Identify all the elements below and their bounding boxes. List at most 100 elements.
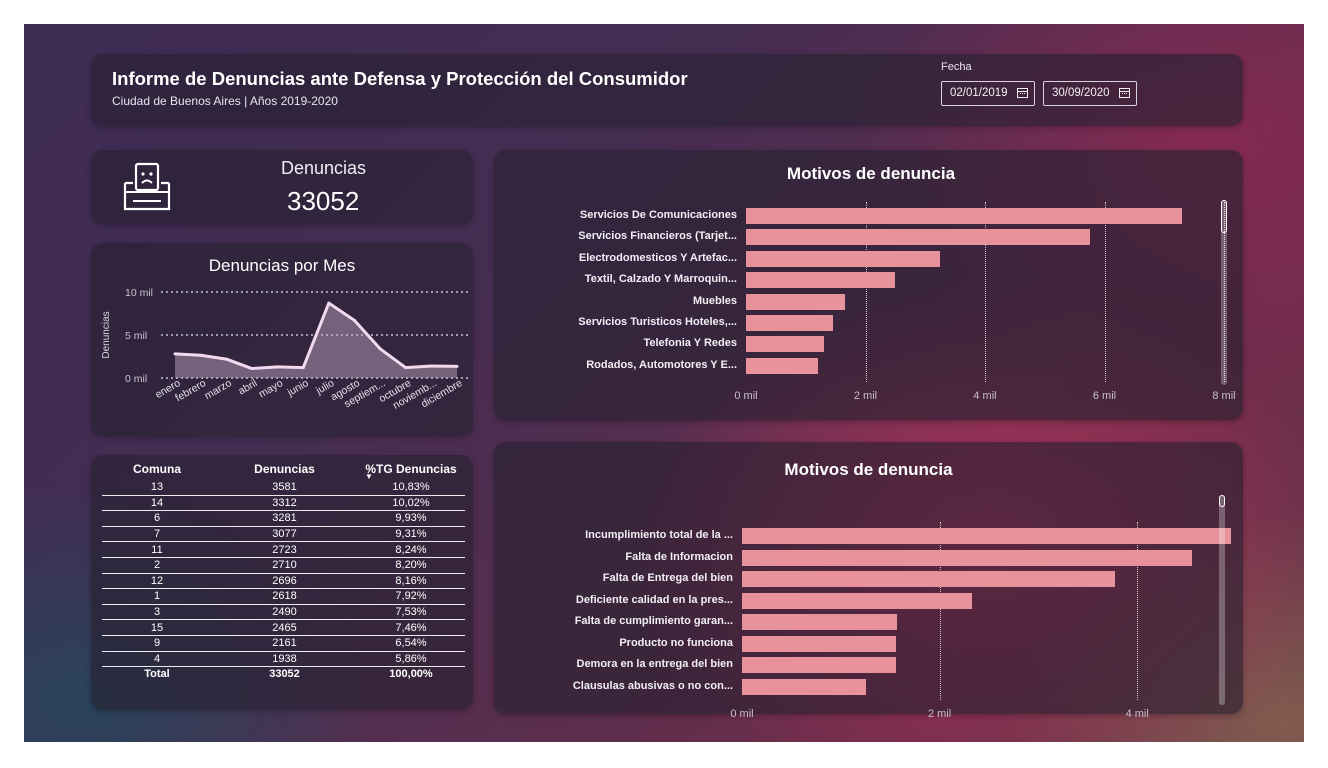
monthly-chart-panel: Denuncias por Mes Denuncias 10 mil 5 mil 0 … xyxy=(91,243,473,436)
motivos-1-bar[interactable] xyxy=(746,336,824,353)
date-end-input[interactable]: 30/09/2020 xyxy=(1043,81,1137,106)
cell-comuna: 11 xyxy=(102,541,212,558)
x-tick-label: junio xyxy=(285,377,311,399)
table-row[interactable]: 2 2710 8,20% xyxy=(102,557,465,574)
motivos-2-gridline xyxy=(939,522,941,700)
cell-comuna: 9 xyxy=(102,635,212,652)
motivos-chart-1-scroll-thumb[interactable] xyxy=(1221,200,1227,233)
motivos-chart-2-scrollbar[interactable] xyxy=(1219,495,1225,705)
monthly-point[interactable] xyxy=(378,347,382,351)
motivos-chart-1-panel: Motivos de denuncia 0 mil 2 mil 4 mil 6 mil… xyxy=(494,150,1243,420)
motivos-1-bar[interactable] xyxy=(746,208,1183,224)
date-end-value: 30/09/2020 xyxy=(1052,87,1110,99)
motivos-chart-1-scrollbar[interactable] xyxy=(1221,200,1227,385)
date-filter-label: Fecha xyxy=(941,61,972,73)
table-row[interactable]: 13 3581 10,83% xyxy=(102,480,465,496)
motivos-1-bar[interactable] xyxy=(746,293,845,310)
table-row[interactable]: 11 2723 8,24% xyxy=(102,541,465,558)
table-row[interactable]: 4 1938 5,86% xyxy=(102,651,465,668)
y-axis-label: Denuncias xyxy=(101,311,112,358)
motivos-2-bar[interactable] xyxy=(742,678,866,695)
motivos-1-x-tick-label: 4 mil xyxy=(973,390,997,402)
ballot-box-sad-icon xyxy=(123,162,171,211)
monthly-point[interactable] xyxy=(224,357,228,361)
motivos-2-category-label: Falta de cumplimiento garan... xyxy=(574,615,733,627)
motivos-2-bar[interactable] xyxy=(742,528,1232,544)
motivos-2-bar[interactable] xyxy=(742,657,897,673)
cell-porcentaje: 8,20% xyxy=(357,557,465,574)
sort-descending-icon[interactable]: ▼ xyxy=(365,472,373,481)
comuna-table-panel: Comuna Denuncias %TG Denuncias ▼ 13 3581 1… xyxy=(91,455,473,710)
motivos-chart-2-scroll-thumb[interactable] xyxy=(1219,495,1225,507)
monthly-point[interactable] xyxy=(404,366,408,370)
monthly-point[interactable] xyxy=(250,367,254,371)
cell-porcentaje: 5,86% xyxy=(357,651,465,668)
cell-denuncias: 3077 xyxy=(212,526,357,543)
motivos-2-bar[interactable] xyxy=(742,635,897,652)
cell-denuncias: 2465 xyxy=(212,619,357,636)
motivos-1-category-label: Servicios Turisticos Hoteles,... xyxy=(578,316,737,328)
motivos-1-bar[interactable] xyxy=(746,272,896,289)
cell-porcentaje: 7,92% xyxy=(357,588,465,605)
motivos-2-bar[interactable] xyxy=(742,592,973,609)
table-row[interactable]: 12 2696 8,16% xyxy=(102,573,465,590)
cell-porcentaje: 7,53% xyxy=(357,604,465,621)
table-row[interactable]: 14 3312 10,02% xyxy=(102,495,465,512)
column-header-comuna[interactable]: Comuna xyxy=(133,462,181,476)
cell-comuna: 13 xyxy=(102,480,212,496)
monthly-point[interactable] xyxy=(327,301,331,305)
motivos-1-bar[interactable] xyxy=(746,250,941,267)
monthly-point[interactable] xyxy=(301,366,305,370)
cell-denuncias: 2161 xyxy=(212,635,357,652)
date-start-input[interactable]: 02/01/2019 xyxy=(941,81,1035,106)
cell-denuncias: 3312 xyxy=(212,495,357,512)
motivos-2-category-label: Clausulas abusivas o no con... xyxy=(572,679,733,692)
table-header-row: Comuna Denuncias %TG Denuncias ▼ xyxy=(102,458,465,481)
table-row[interactable]: 9 2161 6,54% xyxy=(102,635,465,652)
cell-porcentaje: 9,93% xyxy=(357,510,465,527)
cell-denuncias: 2723 xyxy=(212,541,357,558)
table-row[interactable]: 7 3077 9,31% xyxy=(102,526,465,543)
motivos-1-gridline xyxy=(1224,202,1225,382)
cell-denuncias: 2696 xyxy=(212,573,357,590)
motivos-1-category-label: Servicios De Comunicaciones xyxy=(579,209,737,221)
motivos-1-category-label: Rodados, Automotores Y E... xyxy=(586,358,737,371)
table-row[interactable]: 15 2465 7,46% xyxy=(102,619,465,636)
cell-comuna: 2 xyxy=(102,557,212,574)
motivos-2-bar[interactable] xyxy=(742,571,1116,587)
table-row[interactable]: 6 3281 9,93% xyxy=(102,510,465,527)
column-header-porcentaje[interactable]: %TG Denuncias ▼ xyxy=(357,458,465,481)
table-total-row[interactable]: Total 33052 100,00% xyxy=(102,667,465,682)
monthly-point[interactable] xyxy=(429,364,433,368)
table-row[interactable]: 3 2490 7,53% xyxy=(102,604,465,621)
table-row[interactable]: 1 2618 7,92% xyxy=(102,588,465,605)
motivos-2-category-label: Deficiente calidad en la pres... xyxy=(575,593,733,606)
motivos-2-category-label: Falta de Entrega del bien xyxy=(602,572,733,584)
calendar-icon[interactable] xyxy=(1017,88,1028,98)
column-header-denuncias[interactable]: Denuncias xyxy=(254,462,315,476)
monthly-point[interactable] xyxy=(173,352,177,356)
monthly-point[interactable] xyxy=(276,365,280,369)
motivos-1-bar[interactable] xyxy=(746,229,1090,246)
motivos-2-bar[interactable] xyxy=(742,614,898,630)
x-tick-label: abril xyxy=(236,377,259,397)
monthly-point[interactable] xyxy=(199,353,203,357)
x-tick-label: marzo xyxy=(202,377,233,402)
motivos-1-bar[interactable] xyxy=(746,357,818,374)
cell-comuna: Total xyxy=(144,668,170,681)
monthly-point[interactable] xyxy=(352,318,356,322)
column-header-porcentaje-label: %TG Denuncias xyxy=(365,462,457,476)
motivos-1-bar[interactable] xyxy=(746,315,833,331)
kpi-label: Denuncias xyxy=(281,158,367,178)
cell-comuna: 7 xyxy=(102,526,212,543)
date-start-value: 02/01/2019 xyxy=(950,87,1008,99)
cell-porcentaje: 9,31% xyxy=(357,526,465,543)
motivos-2-category-label: Incumplimiento total de la ... xyxy=(585,529,733,541)
motivos-2-bar[interactable] xyxy=(742,549,1192,566)
cell-denuncias: 1938 xyxy=(212,651,357,668)
motivos-2-category-label: Producto no funciona xyxy=(619,636,733,649)
cell-comuna: 12 xyxy=(102,573,212,590)
calendar-icon[interactable] xyxy=(1119,88,1130,98)
monthly-point[interactable] xyxy=(455,364,459,368)
motivos-1-x-tick-label: 2 mil xyxy=(853,390,878,402)
